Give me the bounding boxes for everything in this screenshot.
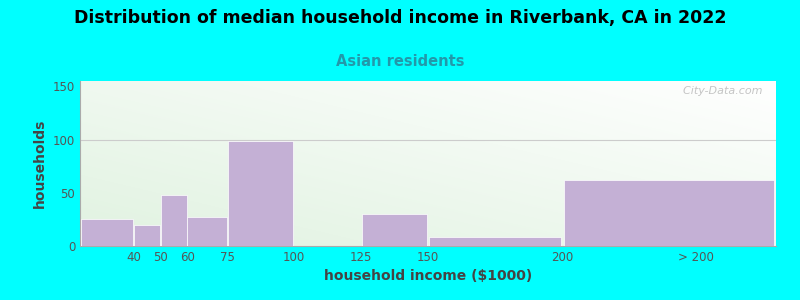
Y-axis label: households: households [34, 119, 47, 208]
X-axis label: household income ($1000): household income ($1000) [324, 269, 532, 284]
Bar [134, 225, 160, 246]
Bar [161, 195, 187, 246]
Bar [228, 141, 294, 246]
Bar [362, 214, 427, 246]
Bar [81, 219, 133, 246]
Bar [187, 217, 227, 246]
Text: Asian residents: Asian residents [336, 54, 464, 69]
Bar [564, 180, 774, 246]
Bar [430, 238, 561, 246]
Text: Distribution of median household income in Riverbank, CA in 2022: Distribution of median household income … [74, 9, 726, 27]
Text: City-Data.com: City-Data.com [675, 86, 762, 96]
